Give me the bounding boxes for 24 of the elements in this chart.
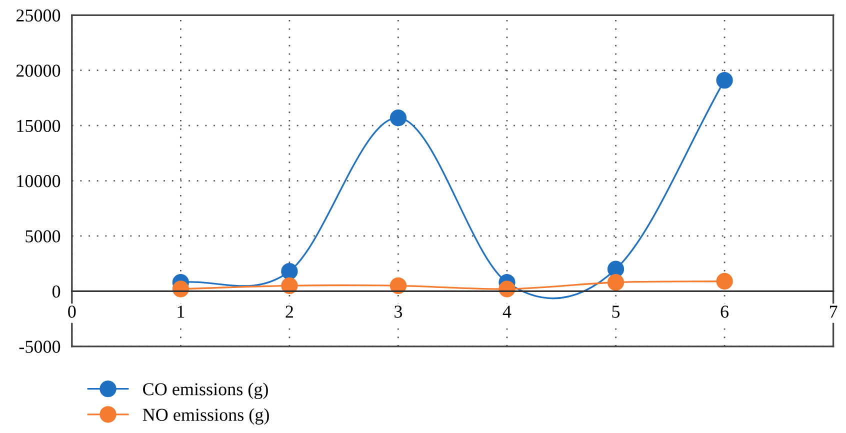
x-tick-label: 3	[394, 306, 402, 318]
x-tick-label: 2	[286, 306, 293, 318]
y-tick-label: 10000	[17, 175, 60, 188]
point	[390, 277, 407, 294]
point	[390, 110, 407, 126]
x-tick-label: 5	[612, 306, 620, 318]
y-tick-label: 25000	[16, 9, 60, 22]
x-tick-label: 1	[178, 306, 184, 318]
legend-label: CO emissions (g)	[143, 382, 268, 400]
y-tick-label: 20000	[16, 64, 60, 77]
x-tick-label: 6	[720, 306, 729, 318]
x-tick-label: 4	[502, 306, 512, 318]
point	[281, 262, 298, 280]
point	[716, 272, 733, 290]
x-tick-label: 7	[830, 306, 838, 318]
x-tick-label: 0	[68, 306, 76, 318]
point	[716, 72, 733, 89]
y-tick-label: 5000	[26, 230, 60, 242]
legend-label: NO emissions (g)	[142, 408, 269, 425]
point	[281, 277, 298, 294]
point	[607, 274, 624, 291]
y-tick-label: 15000	[17, 120, 60, 132]
y-tick-label: -5000	[19, 340, 60, 353]
y-tick-label: 0	[52, 285, 60, 298]
